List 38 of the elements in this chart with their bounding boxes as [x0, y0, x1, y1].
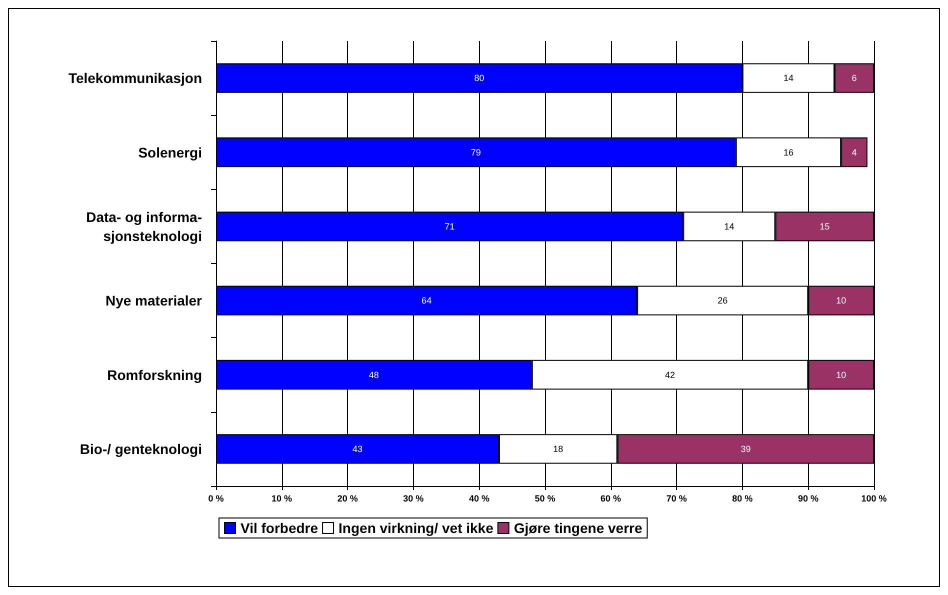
x-tick-label: 90 %	[798, 494, 818, 504]
y-tick-label: Solenergi	[138, 144, 202, 160]
legend-label: Gjøre tingene verre	[514, 520, 642, 536]
y-tick-label: Bio-/ genteknologi	[80, 440, 202, 457]
data-label: 10	[836, 370, 846, 380]
data-label: 10	[836, 296, 846, 306]
data-label: 15	[820, 221, 830, 232]
y-tick-label: Nye materialer	[105, 292, 203, 309]
data-label: 42	[665, 370, 676, 380]
data-label: 80	[474, 73, 484, 84]
x-tick-label: 80 %	[732, 494, 753, 504]
y-tick-label: Telekommunikasjon	[68, 70, 202, 86]
data-label: 18	[553, 444, 564, 454]
data-label: 14	[783, 73, 794, 84]
y-tick-label: Data- og informa- sjonsteknologi	[86, 208, 202, 244]
data-label: 79	[470, 147, 481, 158]
x-tick-label: 60 %	[600, 494, 622, 504]
x-tick-label: 50 %	[534, 494, 556, 504]
data-label: 48	[368, 370, 379, 380]
data-label: 14	[724, 221, 734, 232]
legend-label: Vil forbedre	[240, 520, 318, 536]
data-label: 16	[783, 147, 794, 158]
data-label: 43	[352, 444, 362, 454]
x-tick-label: 70 %	[666, 494, 687, 504]
x-tick-label: 30 %	[403, 494, 424, 504]
y-tick-label: Romforskning	[107, 366, 202, 383]
x-tick-label: 100 %	[861, 494, 887, 504]
data-label: 26	[718, 296, 728, 306]
data-label: 39	[740, 444, 751, 454]
x-tick-label: 40 %	[468, 494, 490, 504]
x-tick-label: 20 %	[337, 494, 358, 504]
x-tick-label: 0 %	[208, 494, 224, 504]
legend-label: Ingen virkning/ vet ikke	[338, 520, 494, 536]
data-label: 71	[444, 221, 455, 232]
x-tick-label: 10 %	[272, 494, 292, 504]
data-label: 64	[422, 296, 432, 306]
data-label: 6	[852, 73, 857, 84]
data-label: 4	[852, 147, 857, 158]
